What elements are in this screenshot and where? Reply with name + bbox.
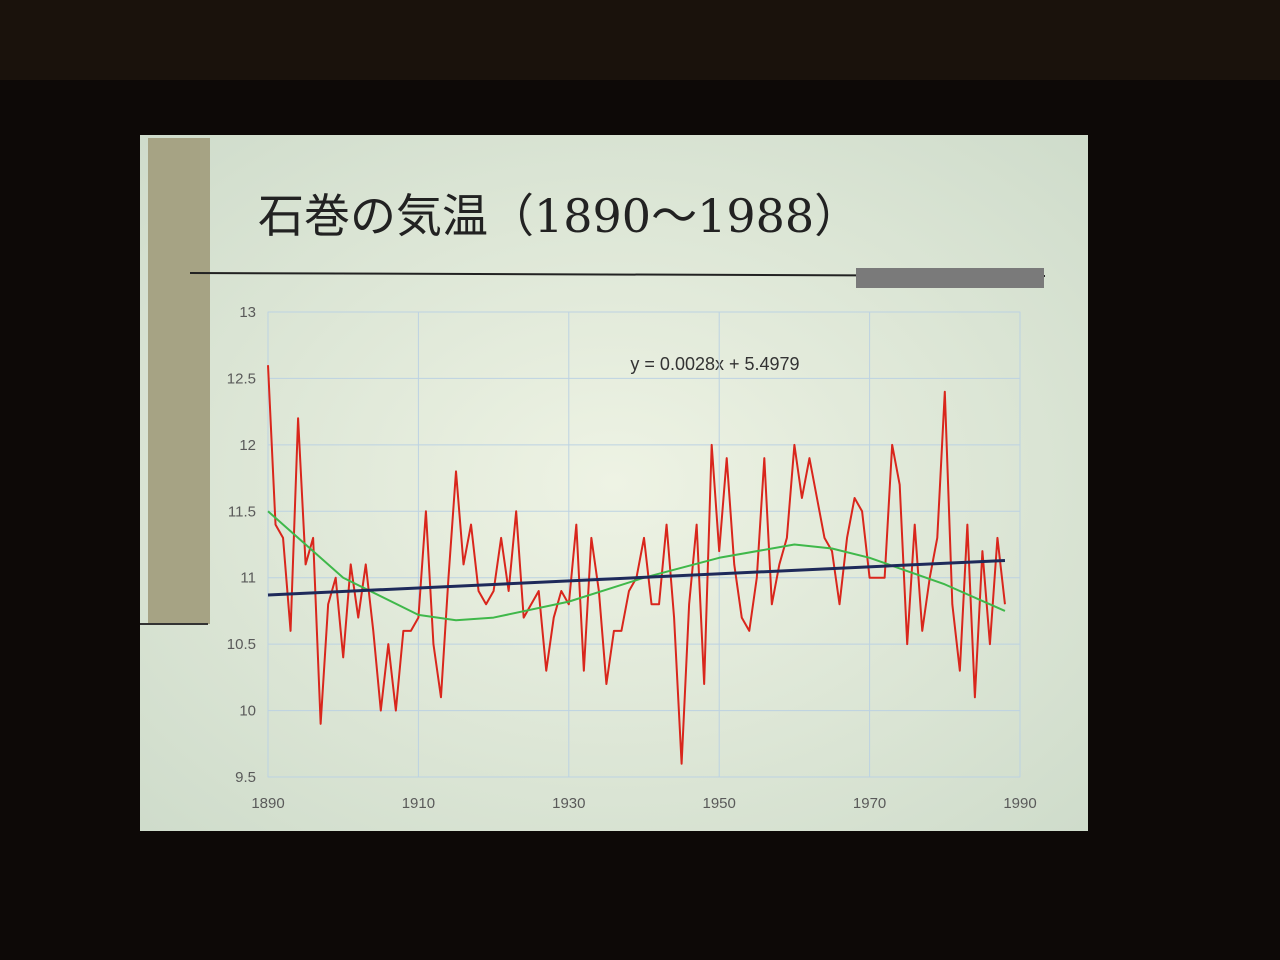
slide-title: 石巻の気温（1890〜1988） bbox=[258, 189, 860, 243]
x-tick-label: 1950 bbox=[703, 795, 736, 812]
y-tick-label: 11 bbox=[240, 570, 256, 587]
x-tick-label: 1890 bbox=[251, 795, 284, 812]
x-tick-label: 1970 bbox=[853, 795, 886, 812]
y-tick-label: 12 bbox=[239, 437, 256, 454]
y-tick-label: 11.5 bbox=[228, 503, 256, 520]
room-top bbox=[0, 0, 1280, 80]
y-tick-label: 10.5 bbox=[227, 636, 256, 653]
x-tick-label: 1930 bbox=[552, 795, 585, 812]
side-band bbox=[148, 138, 210, 624]
slide bbox=[140, 135, 1088, 831]
trend-equation: y = 0.0028x + 5.4979 bbox=[630, 354, 799, 374]
y-tick-label: 10 bbox=[239, 703, 256, 720]
plot: 9.5 10 10.5 11 11.5 12 12.5 13 1890 1910 1930 1950 1… bbox=[227, 304, 1037, 812]
y-tick-label: 12.5 bbox=[227, 370, 256, 387]
x-tick-label: 1990 bbox=[1003, 795, 1036, 812]
x-tick-label: 1910 bbox=[402, 795, 435, 812]
y-tick-label: 9.5 bbox=[235, 769, 256, 786]
series-line bbox=[267, 558, 1006, 597]
y-tick-label: 13 bbox=[239, 304, 256, 321]
rule-bar bbox=[856, 268, 1044, 288]
